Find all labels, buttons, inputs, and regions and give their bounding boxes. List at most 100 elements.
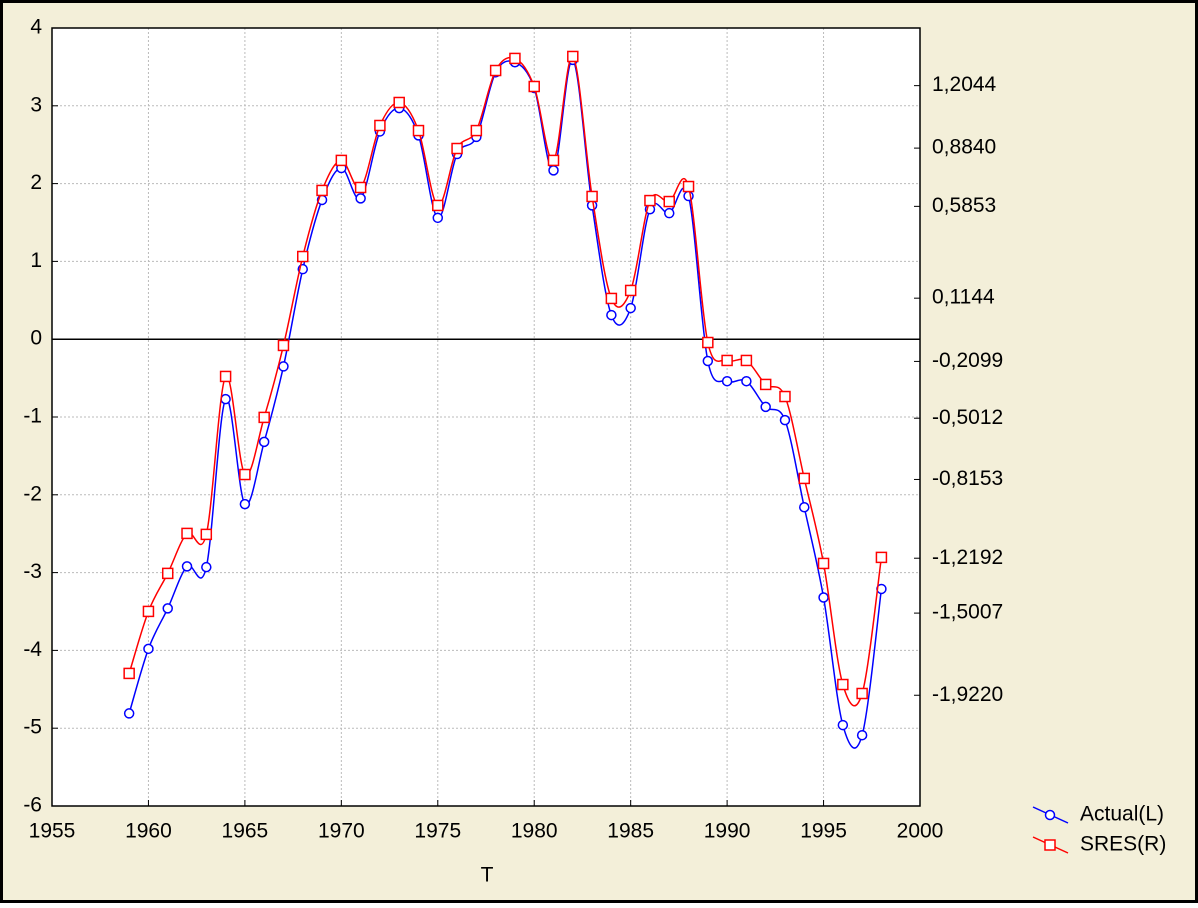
- marker: [818, 592, 829, 603]
- marker: [374, 119, 386, 132]
- marker: [470, 124, 483, 137]
- y2-tick-label: -1,9220: [932, 683, 1003, 706]
- y2-tick-label: -0,2099: [932, 349, 1003, 372]
- marker: [837, 678, 849, 691]
- x-tick-label: 1990: [704, 820, 751, 843]
- marker: [586, 200, 598, 211]
- y2-tick-label: 0,8840: [932, 136, 996, 159]
- y2-tick-label: 0,1144: [932, 286, 995, 309]
- marker: [779, 414, 791, 426]
- marker: [663, 195, 675, 208]
- marker: [721, 354, 733, 367]
- marker: [201, 561, 212, 573]
- marker: [489, 64, 502, 77]
- marker: [605, 292, 618, 305]
- y-tick-label: 4: [30, 16, 42, 39]
- marker: [162, 603, 173, 614]
- x-axis-label: T: [481, 864, 494, 887]
- marker: [740, 354, 753, 367]
- marker: [143, 643, 154, 655]
- marker: [239, 468, 251, 481]
- y2-tick-label: -1,5007: [932, 601, 1003, 624]
- marker: [760, 401, 771, 413]
- marker: [181, 527, 193, 540]
- marker: [799, 501, 810, 513]
- y-tick-label: -2: [23, 482, 42, 505]
- y-tick-label: -4: [23, 638, 42, 661]
- y-tick-label: 3: [30, 93, 42, 116]
- y-tick-label: -5: [23, 716, 42, 739]
- marker: [219, 370, 232, 383]
- marker: [239, 498, 251, 510]
- marker: [278, 361, 289, 372]
- marker: [683, 190, 694, 202]
- legend-marker: [1044, 809, 1056, 821]
- marker: [297, 250, 309, 263]
- y-tick-label: -6: [23, 794, 42, 817]
- plot-border: [51, 27, 921, 807]
- legend-label: SRES(R): [1080, 833, 1166, 856]
- marker: [702, 336, 714, 349]
- marker: [741, 375, 752, 387]
- y2-tick-label: -1,2192: [932, 546, 1003, 569]
- marker: [798, 472, 811, 485]
- y-tick-label: -3: [23, 560, 42, 583]
- marker: [258, 436, 270, 448]
- marker: [200, 528, 213, 541]
- marker: [181, 561, 193, 572]
- marker: [123, 667, 135, 680]
- marker: [779, 390, 791, 403]
- marker: [161, 567, 174, 580]
- y2-tick-label: -0,8153: [932, 467, 1003, 490]
- marker: [142, 605, 155, 618]
- marker: [393, 96, 405, 109]
- marker: [625, 302, 636, 314]
- marker: [817, 557, 830, 570]
- x-tick-label: 1980: [511, 820, 558, 843]
- marker: [663, 207, 675, 219]
- legend-label: Actual(L): [1080, 803, 1164, 826]
- marker: [547, 154, 560, 167]
- y2-tick-label: -0,5012: [932, 406, 1003, 429]
- legend-marker: [1044, 839, 1056, 851]
- x-tick-label: 1955: [29, 820, 76, 843]
- x-tick-label: 1960: [125, 820, 172, 843]
- marker: [837, 719, 849, 731]
- marker: [258, 411, 270, 424]
- marker: [123, 708, 135, 719]
- y-tick-label: -1: [23, 405, 42, 428]
- marker: [316, 184, 328, 197]
- marker: [644, 194, 656, 207]
- marker: [354, 181, 367, 194]
- x-tick-label: 1970: [318, 820, 365, 843]
- marker: [335, 154, 348, 167]
- marker: [277, 339, 290, 352]
- x-tick-label: 1965: [222, 820, 269, 843]
- marker: [856, 687, 868, 700]
- marker: [624, 284, 637, 297]
- marker: [856, 729, 868, 741]
- marker: [606, 309, 617, 321]
- marker: [721, 375, 733, 387]
- marker: [759, 378, 772, 391]
- marker: [702, 355, 714, 367]
- marker: [567, 50, 579, 63]
- marker: [682, 180, 695, 193]
- y-tick-label: 2: [30, 171, 42, 194]
- marker: [412, 124, 425, 137]
- y-tick-label: 0: [30, 327, 42, 350]
- marker: [548, 165, 559, 176]
- marker: [432, 199, 444, 212]
- y2-tick-label: 1,2044: [932, 73, 997, 96]
- marker: [432, 212, 444, 224]
- x-tick-label: 1975: [414, 820, 461, 843]
- y2-tick-label: 0,5853: [932, 194, 996, 217]
- y-tick-label: 1: [30, 249, 42, 272]
- marker: [451, 142, 463, 155]
- x-tick-label: 1985: [607, 820, 654, 843]
- marker: [355, 193, 366, 204]
- marker: [528, 80, 540, 93]
- marker: [875, 551, 888, 564]
